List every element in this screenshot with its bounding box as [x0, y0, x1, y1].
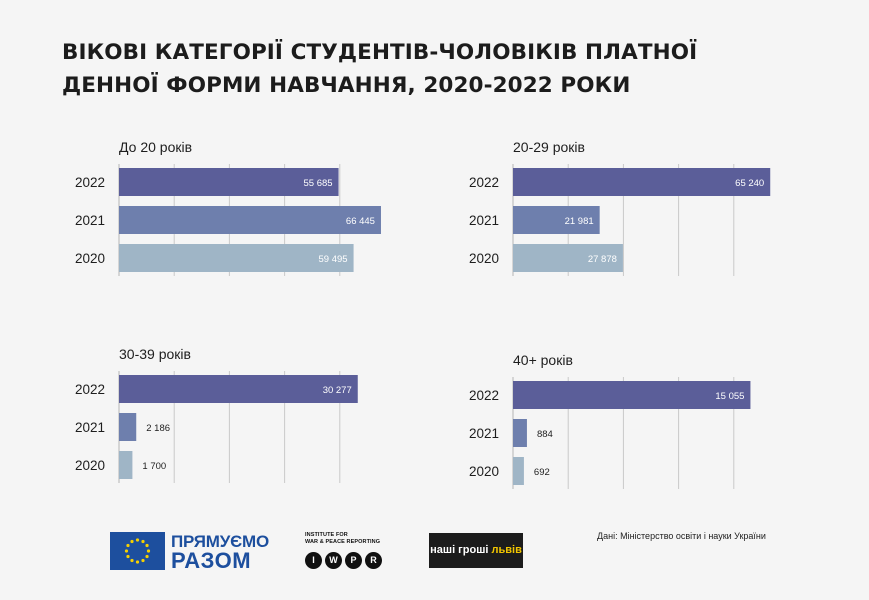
chart-title: Вікові категорії студентів-чоловіків пла… — [62, 36, 782, 102]
y-tick-label: 2022 — [469, 175, 499, 190]
bar — [119, 244, 354, 272]
bar-chart-panel: 30-39 років 2022 30 277 2021 2 186 2020 1 700 — [75, 346, 358, 483]
eu-star — [146, 549, 151, 553]
bar — [119, 168, 339, 196]
data-label: 27 878 — [588, 254, 617, 265]
bar — [119, 451, 133, 479]
data-label: 55 685 — [303, 178, 332, 189]
eu-star — [124, 549, 129, 553]
y-tick-label: 2021 — [469, 213, 499, 228]
iwpr-letter-w: W — [325, 552, 342, 569]
iwpr-letter-p: P — [345, 552, 362, 569]
bar — [513, 457, 524, 485]
iwpr-letter-i: I — [305, 552, 322, 569]
panel-title: 20-29 років — [513, 139, 585, 155]
y-tick-label: 2022 — [75, 382, 105, 397]
iwpr-logo: INSTITUTE FOR WAR & PEACE REPORTING I W … — [305, 532, 395, 582]
footer: ПРЯМУЄМО РАЗОМ INSTITUTE FOR WAR & PEACE… — [0, 520, 869, 580]
chart-title-line-2: денної форми навчання, 2020-2022 роки — [62, 73, 631, 98]
data-label: 692 — [534, 467, 550, 478]
panel-title: 40+ років — [513, 352, 573, 368]
panel-title: До 20 років — [119, 139, 192, 155]
bar — [119, 413, 137, 441]
y-tick-label: 2020 — [75, 251, 105, 266]
panel-title: 30-39 років — [119, 346, 191, 362]
eu-star — [130, 539, 134, 544]
iwpr-line-1: INSTITUTE FOR — [305, 532, 348, 538]
eu-star — [130, 558, 134, 563]
y-tick-label: 2020 — [469, 251, 499, 266]
bar-chart-panel: До 20 років 2022 55 685 2021 66 445 2020 59 49… — [75, 139, 381, 276]
data-label: 1 700 — [142, 461, 166, 472]
y-tick-label: 2022 — [469, 388, 499, 403]
data-label: 2 186 — [146, 423, 170, 434]
ng-logo-main: наші гроші — [430, 544, 489, 556]
eu-pryamuyemo-razom-logo: ПРЯМУЄМО РАЗОМ — [110, 532, 272, 572]
data-label: 30 277 — [323, 385, 352, 396]
data-label: 66 445 — [346, 216, 375, 227]
bar — [513, 419, 527, 447]
data-label: 21 981 — [565, 216, 594, 227]
eu-logo-line-2: РАЗОМ — [171, 548, 252, 573]
data-label: 884 — [537, 429, 553, 440]
eu-star — [126, 554, 130, 559]
eu-star — [141, 539, 145, 544]
y-tick-label: 2020 — [469, 464, 499, 479]
y-tick-label: 2021 — [75, 213, 105, 228]
eu-star — [141, 558, 145, 563]
bar-chart-panel: 20-29 років 2022 65 240 2021 21 981 2020 27 87… — [469, 139, 771, 276]
bar — [119, 375, 358, 403]
ng-logo-accent: львів — [491, 544, 522, 556]
iwpr-letter-r: R — [365, 552, 382, 569]
bar — [119, 206, 381, 234]
eu-star — [145, 543, 149, 548]
bar-chart-panel: 40+ років 2022 15 055 2021 884 2020 692 — [469, 352, 751, 489]
data-label: 59 495 — [319, 254, 348, 265]
iwpr-line-2: WAR & PEACE REPORTING — [305, 538, 381, 545]
data-label: 15 055 — [715, 391, 744, 402]
y-tick-label: 2021 — [469, 426, 499, 441]
bar — [513, 168, 771, 196]
eu-star — [145, 554, 149, 559]
eu-star — [126, 543, 130, 548]
bar — [513, 206, 600, 234]
bar — [513, 381, 751, 409]
chart-title-line-1: Вікові категорії студентів-чоловіків пла… — [62, 40, 698, 65]
y-tick-label: 2020 — [75, 458, 105, 473]
data-label: 65 240 — [735, 178, 764, 189]
eu-star — [135, 560, 140, 564]
eu-star — [135, 538, 140, 542]
y-tick-label: 2021 — [75, 420, 105, 435]
y-tick-label: 2022 — [75, 175, 105, 190]
nashi-groshi-lviv-logo: наші гроші львів — [429, 533, 523, 568]
eu-logo-line-1: ПРЯМУЄМО — [171, 532, 269, 551]
bar — [513, 244, 623, 272]
data-source-note: Дані: Міністерство освіти і науки Україн… — [597, 531, 766, 541]
eu-flag-icon — [110, 532, 165, 570]
